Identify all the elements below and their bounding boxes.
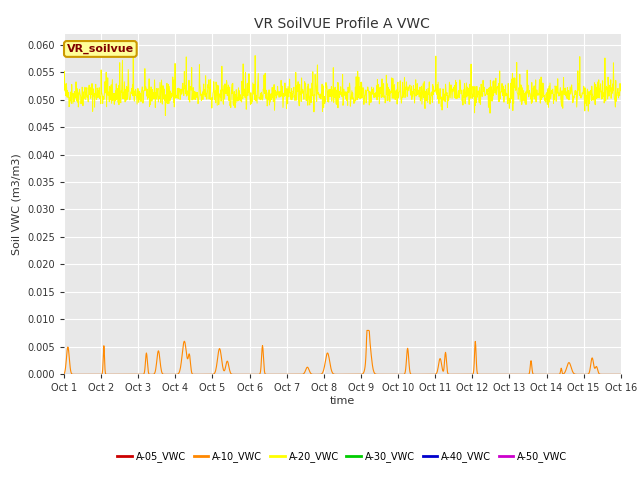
Legend: A-05_VWC, A-10_VWC, A-20_VWC, A-30_VWC, A-40_VWC, A-50_VWC: A-05_VWC, A-10_VWC, A-20_VWC, A-30_VWC, …: [113, 447, 572, 466]
X-axis label: time: time: [330, 396, 355, 406]
Title: VR SoilVUE Profile A VWC: VR SoilVUE Profile A VWC: [255, 17, 430, 31]
Text: VR_soilvue: VR_soilvue: [67, 44, 134, 54]
Y-axis label: Soil VWC (m3/m3): Soil VWC (m3/m3): [12, 153, 22, 255]
